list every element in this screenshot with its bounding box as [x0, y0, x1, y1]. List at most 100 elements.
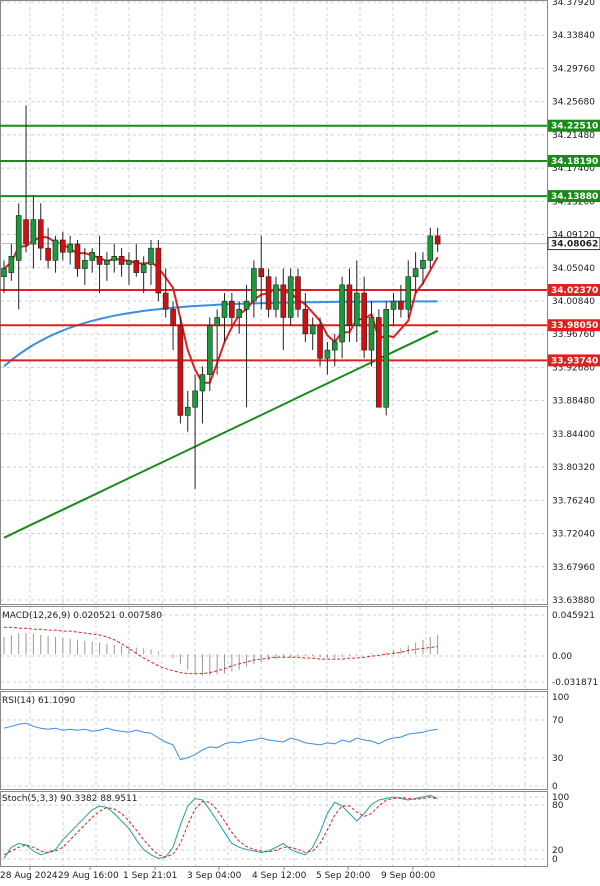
rsi-tick-label: 30: [552, 754, 564, 764]
candle-body: [302, 309, 309, 335]
candle-body: [265, 276, 272, 310]
price-tick-label: 34.13200: [552, 197, 595, 207]
candle-body: [368, 317, 375, 351]
macd-signal-line: [4, 626, 438, 675]
candle-body: [273, 284, 279, 310]
rsi-tick-label: 70: [552, 716, 564, 726]
candle-body: [67, 243, 73, 253]
resistance-label: 34.18190: [551, 157, 598, 167]
candle-body: [118, 256, 125, 265]
candle-body: [412, 268, 419, 278]
x-axis-label: 3 Sep 04:00: [187, 871, 242, 881]
support-label-box: [548, 319, 600, 332]
candle-body: [434, 235, 441, 245]
candle-body: [30, 219, 37, 245]
stoch-d-line: [3, 796, 438, 858]
candle-body: [317, 325, 323, 359]
candle-body: [398, 300, 404, 310]
candle-body: [133, 260, 140, 273]
last-price-label: 34.08062: [551, 240, 598, 250]
stoch-tick-label: 20: [552, 846, 564, 856]
price-tick-label: 34.05040: [552, 264, 595, 274]
candle-body: [427, 235, 434, 261]
price-tick-label: 33.92680: [552, 363, 595, 373]
candle-body: [331, 341, 338, 351]
x-axis-label: 29 Aug 16:00: [58, 871, 119, 881]
candle-body: [45, 247, 51, 261]
candle-body: [258, 268, 265, 278]
macd-tick-label: 0.045921: [552, 611, 595, 621]
price-tick-label: 33.88480: [552, 397, 595, 407]
candle-body: [221, 300, 228, 318]
candle-body: [199, 374, 206, 392]
price-tick-label: 34.17400: [552, 164, 595, 174]
x-axis-label: 28 Aug 2024: [0, 871, 58, 881]
candle-body: [214, 317, 220, 326]
price-tick-label: 34.25680: [552, 98, 595, 108]
candle-body: [192, 390, 198, 408]
rsi-line: [3, 722, 438, 761]
candle-body: [295, 276, 301, 310]
rsi-label: RSI(14) 61.1090: [2, 696, 75, 706]
resistance-label-box: [548, 154, 600, 167]
candle-body: [104, 260, 110, 265]
price-tick-label: 34.29760: [552, 64, 595, 74]
x-axis-label: 1 Sep 21:01: [123, 871, 177, 881]
candle-body: [1, 268, 7, 278]
support-label: 33.98050: [551, 321, 598, 331]
x-axis-label: 4 Sep 12:00: [252, 871, 307, 881]
price-tick-label: 34.09120: [552, 231, 595, 241]
price-tick-label: 34.33840: [552, 31, 595, 41]
price-tick-label: 33.63880: [552, 596, 595, 606]
price-tick-label: 34.21480: [552, 131, 595, 141]
stoch-panel-frame: [0, 791, 548, 867]
candle-body: [280, 284, 287, 318]
resistance-label: 34.22510: [551, 122, 598, 132]
price-tick-label: 34.00840: [552, 297, 595, 307]
candle-body: [207, 325, 213, 375]
resistance-label-box: [548, 190, 600, 203]
rsi-tick-label: 100: [552, 693, 569, 703]
candle-body: [361, 292, 367, 351]
candle-body: [170, 309, 176, 326]
price-tick-label: 33.76240: [552, 496, 595, 506]
candle-body: [324, 349, 331, 359]
rsi-tick-label: 0: [552, 782, 558, 792]
stoch-label: Stoch(5,3,3) 90.3382 88.9511: [2, 794, 137, 804]
support-label-box: [548, 284, 600, 297]
candle-body: [251, 268, 257, 302]
candle-body: [140, 264, 147, 273]
candle-body: [23, 219, 29, 245]
candle-body: [309, 325, 316, 335]
support-label: 33.93740: [551, 356, 598, 366]
macd-tick-label: -0.031871: [552, 678, 598, 688]
ma-green-line: [3, 329, 439, 539]
candle-body: [126, 260, 132, 265]
price-tick-label: 33.80320: [552, 463, 595, 473]
candle-body: [184, 406, 191, 416]
stoch-k-line: [3, 794, 438, 860]
x-axis-label: 5 Sep 20:00: [316, 871, 371, 881]
candle-body: [148, 247, 154, 265]
resistance-label: 34.13880: [551, 192, 598, 202]
candle-body: [177, 325, 184, 416]
x-axis-label: 9 Sep 00:00: [381, 871, 436, 881]
candle-body: [96, 256, 103, 265]
macd-label: MACD(12,26,9) 0.020521 0.007580: [2, 611, 162, 621]
support-label-box: [548, 354, 600, 367]
candle-body: [162, 292, 169, 310]
macd-tick-label: 0.00: [552, 652, 572, 662]
stoch-tick-label: 0: [552, 855, 558, 865]
candle-body: [52, 239, 59, 261]
price-tick-label: 33.96760: [552, 330, 595, 340]
candle-body: [82, 260, 88, 269]
candle-body: [287, 276, 294, 318]
candle-body: [405, 276, 412, 310]
candle-body: [390, 300, 397, 310]
candle-body: [376, 317, 382, 408]
candle-body: [89, 251, 95, 261]
candle-body: [59, 239, 66, 253]
candle-body: [236, 309, 242, 318]
candle-body: [383, 309, 390, 408]
